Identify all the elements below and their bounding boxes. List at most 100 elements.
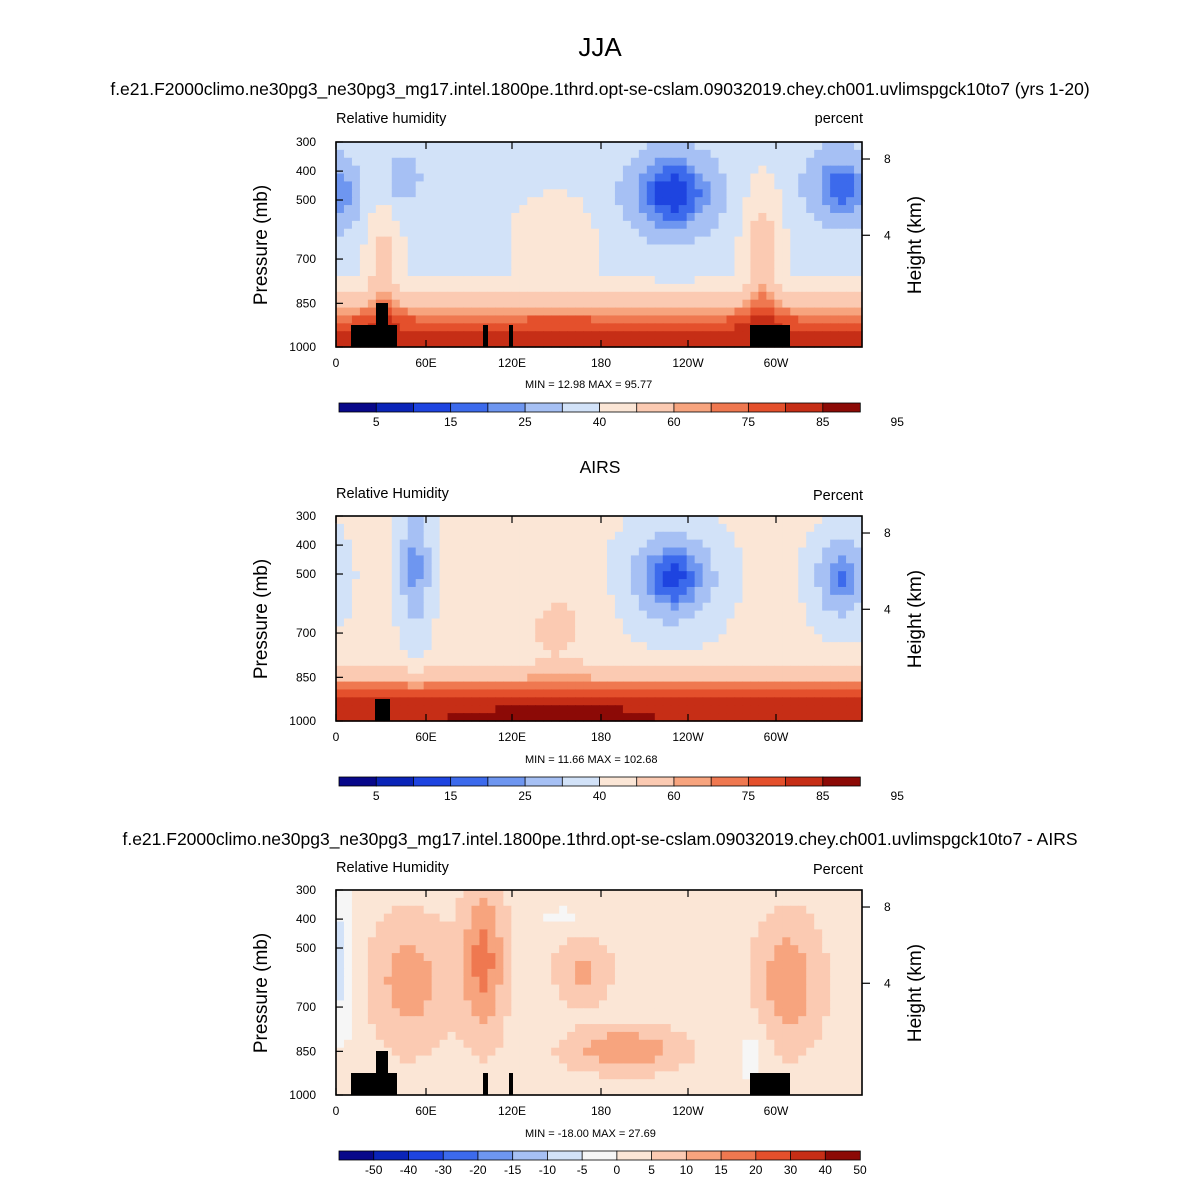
field-cell [606, 665, 616, 675]
field-cell [519, 905, 528, 915]
field-cell [399, 299, 409, 309]
field-cell [471, 1008, 481, 1017]
field-cell [407, 705, 417, 714]
field-cell [343, 579, 353, 588]
field-cell [519, 890, 528, 899]
field-cell [750, 1039, 759, 1049]
field-cell [527, 181, 536, 190]
field-cell [614, 1016, 624, 1025]
field-cell [423, 283, 433, 293]
field-cell [662, 921, 672, 931]
field-cell [838, 642, 847, 651]
field-cell [758, 618, 767, 627]
field-cell [622, 268, 632, 277]
field-cell [686, 181, 696, 190]
field-cell [375, 531, 385, 541]
field-cell [670, 523, 680, 533]
field-cell [846, 1031, 855, 1041]
field-cell [559, 1016, 568, 1025]
field-cell [455, 913, 465, 923]
field-cell [726, 149, 736, 159]
field-cell [375, 897, 385, 907]
field-cell [814, 921, 823, 931]
field-cell [798, 563, 807, 572]
field-cell [854, 181, 863, 190]
field-cell [583, 968, 592, 978]
field-cell [854, 968, 863, 978]
field-cell [846, 197, 855, 206]
field-cell [591, 220, 600, 230]
field-cell [702, 555, 712, 564]
field-cell [447, 681, 457, 691]
field-cell [726, 1000, 736, 1009]
field-cell [503, 165, 512, 175]
field-cell [407, 976, 417, 986]
field-cell [383, 244, 393, 253]
field-cell [575, 323, 584, 332]
field-cell [567, 984, 576, 994]
field-cell [487, 665, 496, 675]
field-cell [774, 602, 783, 612]
field-cell [694, 921, 704, 931]
field-cell [487, 642, 496, 651]
field-cell [511, 181, 520, 190]
field-cell [830, 937, 839, 946]
field-cell [814, 594, 823, 604]
field-cell [559, 602, 568, 612]
field-cell [798, 890, 807, 899]
field-cell [391, 890, 401, 899]
field-cell [399, 563, 409, 572]
field-cell [686, 212, 696, 222]
field-cell [622, 681, 632, 691]
field-cell [423, 945, 433, 954]
field-cell [822, 929, 831, 938]
field-cell [391, 594, 401, 604]
field-cell [543, 594, 552, 604]
field-cell [383, 634, 393, 643]
field-cell [359, 921, 369, 931]
field-cell [662, 634, 672, 643]
field-cell [383, 555, 393, 564]
field-cell [790, 897, 799, 907]
field-cell [447, 905, 457, 915]
field-cell [614, 913, 624, 923]
field-cell [678, 516, 688, 525]
field-cell [535, 960, 544, 970]
field-cell [806, 681, 815, 691]
field-cell [654, 689, 664, 698]
field-cell [495, 697, 504, 706]
field-cell [487, 331, 496, 340]
field-cell [758, 992, 767, 1001]
field-cell [646, 602, 656, 612]
field-cell [790, 905, 799, 915]
field-cell [495, 921, 504, 931]
field-cell [646, 945, 656, 954]
field-cell [599, 283, 608, 293]
field-cell [694, 697, 704, 706]
field-cell [734, 181, 744, 190]
field-cell [591, 165, 600, 175]
field-cell [471, 610, 481, 620]
field-cell [686, 205, 696, 214]
field-cell [838, 571, 847, 580]
field-cell [567, 291, 576, 301]
field-cell [710, 626, 720, 635]
field-cell [383, 929, 393, 938]
field-cell [503, 197, 512, 206]
field-cell [375, 984, 385, 994]
field-cell [782, 657, 791, 667]
field-cell [662, 984, 672, 994]
field-cell [782, 1008, 791, 1017]
field-cell [638, 165, 648, 175]
field-cell [527, 157, 536, 167]
field-cell [336, 945, 345, 954]
field-cell [710, 260, 720, 269]
field-cell [487, 673, 496, 683]
field-cell [351, 189, 361, 198]
field-cell [559, 650, 568, 659]
field-cell [622, 992, 632, 1001]
field-cell [439, 307, 449, 317]
field-cell [710, 905, 720, 915]
field-cell [383, 1000, 393, 1009]
field-cell [551, 276, 560, 285]
